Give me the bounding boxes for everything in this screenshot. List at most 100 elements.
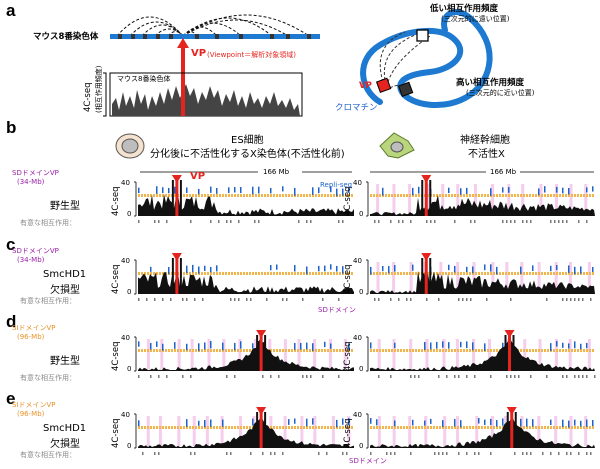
repli-seq-blue <box>276 264 278 270</box>
sd-domain-stripe <box>587 262 591 292</box>
repli-seq-orange <box>541 272 543 275</box>
sig-interaction-mark <box>182 298 184 301</box>
repli-seq-orange <box>394 349 396 352</box>
4c-seq-signal <box>138 194 354 216</box>
repli-seq-orange <box>294 349 296 352</box>
sig-interaction-mark <box>182 375 184 378</box>
repli-seq-orange <box>385 349 387 352</box>
sig-interaction-mark <box>302 298 304 301</box>
sd-domain-stripe <box>537 262 541 292</box>
repli-seq-orange <box>186 194 188 197</box>
repli-seq-orange <box>243 194 245 197</box>
repli-seq-orange <box>168 426 170 429</box>
repli-seq-blue <box>394 265 396 272</box>
sig-interaction-mark <box>510 220 512 223</box>
repli-seq-orange <box>379 272 381 275</box>
repli-seq-orange <box>303 272 305 275</box>
repli-seq-blue <box>234 186 236 193</box>
repli-seq-orange <box>246 426 248 429</box>
repli-seq-orange <box>445 194 447 197</box>
repli-seq-orange <box>379 349 381 352</box>
repli-seq-orange <box>502 194 504 197</box>
repli-seq-orange <box>198 426 200 429</box>
repli-seq-blue <box>312 418 314 425</box>
repli-seq-orange <box>508 194 510 197</box>
repli-seq-orange <box>219 194 221 197</box>
repli-seq-orange <box>418 272 420 275</box>
repli-seq-orange <box>321 272 323 275</box>
sd-domain-stripe <box>537 416 541 446</box>
repli-seq-blue <box>324 265 326 272</box>
repli-seq-blue <box>496 420 498 427</box>
repli-seq-orange <box>201 426 203 429</box>
repli-seq-orange <box>249 349 251 352</box>
sig-interaction-mark <box>390 375 392 378</box>
repli-seq-orange <box>330 349 332 352</box>
repli-seq-orange <box>589 349 591 352</box>
repli-seq-orange <box>204 349 206 352</box>
repli-seq-orange <box>234 194 236 197</box>
es-cell-subtitle: 分化後に不活性化するX染色体(不活性化前) <box>150 149 345 160</box>
repli-seq-blue <box>466 341 468 349</box>
sig-interaction-mark <box>250 452 252 455</box>
repli-seq-orange <box>261 272 263 275</box>
repli-seq-blue <box>204 265 206 271</box>
sd-domain-stripe <box>455 339 459 369</box>
repli-seq-orange <box>351 272 353 275</box>
repli-seq-blue <box>210 186 212 193</box>
sd-domain-stripe <box>392 184 396 214</box>
sig-interaction-mark <box>446 452 448 455</box>
repli-seq-blue <box>342 188 344 196</box>
sig-interaction-mark <box>514 452 516 455</box>
sig-interaction-mark <box>590 298 592 301</box>
repli-seq-blue <box>198 420 200 426</box>
repli-seq-orange <box>171 426 173 429</box>
repli-seq-orange <box>195 272 197 275</box>
repli-seq-orange <box>291 272 293 275</box>
repli-seq-orange <box>174 349 176 352</box>
row-vp-mb: (96-Mb) <box>17 333 45 341</box>
repli-seq-orange <box>273 349 275 352</box>
repli-seq-orange <box>388 194 390 197</box>
repli-seq-orange <box>457 272 459 275</box>
repli-seq-blue <box>222 342 224 351</box>
repli-seq-orange <box>565 349 567 352</box>
repli-seq-orange <box>409 349 411 352</box>
repli-seq-orange <box>385 272 387 275</box>
repli-seq-blue <box>526 418 528 427</box>
sd-domain-stripe <box>456 184 460 214</box>
row-vp-mb: (96-Mb) <box>17 410 45 418</box>
repli-seq-blue <box>270 265 272 271</box>
repli-seq-orange <box>147 194 149 197</box>
repli-seq-orange <box>580 349 582 352</box>
repli-seq-blue <box>520 266 522 275</box>
repli-seq-blue <box>538 188 540 196</box>
repli-seq-orange <box>580 194 582 197</box>
repli-seq-orange <box>448 349 450 352</box>
repli-seq-orange <box>526 272 528 275</box>
repli-seq-orange <box>487 194 489 197</box>
repli-seq-orange <box>216 349 218 352</box>
sig-interaction-mark <box>578 375 580 378</box>
repli-seq-orange <box>574 426 576 429</box>
repli-seq-orange <box>559 272 561 275</box>
repli-seq-orange <box>210 349 212 352</box>
repli-seq-orange <box>348 194 350 197</box>
repli-seq-orange <box>562 194 564 197</box>
repli-seq-orange <box>541 426 543 429</box>
repli-seq-orange <box>535 194 537 197</box>
inset-signal <box>112 84 300 116</box>
repli-seq-orange <box>324 349 326 352</box>
repli-seq-orange <box>162 426 164 429</box>
repli-seq-blue <box>186 343 188 351</box>
repli-seq-orange <box>550 194 552 197</box>
repli-seq-blue <box>294 418 296 424</box>
repli-seq-blue <box>520 418 522 427</box>
repli-seq-orange <box>523 426 525 429</box>
repli-seq-orange <box>228 426 230 429</box>
repli-seq-blue <box>198 188 200 195</box>
repli-seq-orange <box>553 194 555 197</box>
repli-seq-orange <box>496 349 498 352</box>
sd-domain-stripe <box>507 184 511 214</box>
sig-interaction-mark <box>262 375 264 378</box>
